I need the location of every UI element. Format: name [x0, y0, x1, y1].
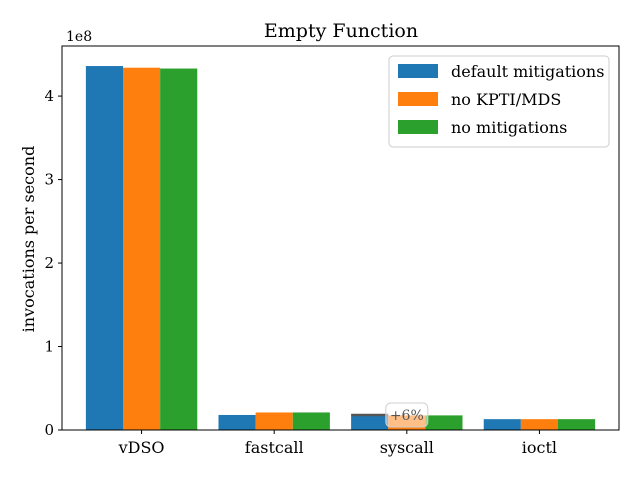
legend-swatch: [398, 120, 438, 134]
x-tick-label: ioctl: [522, 438, 557, 457]
annotation: +6%: [351, 402, 429, 428]
bar: [85, 66, 124, 430]
bar: [351, 415, 389, 430]
legend-swatch: [398, 92, 438, 106]
bar: [557, 419, 596, 430]
bar: [160, 68, 198, 431]
bar: [218, 414, 256, 430]
y-offset-label: 1e8: [66, 29, 92, 45]
legend-box: [388, 55, 610, 148]
axes: 0 1 2 3 4 vDSO fastcall syscall ioctl: [44, 45, 620, 457]
legend-label: no KPTI/MDS: [451, 90, 561, 109]
legend-label: no mitigations: [451, 118, 567, 137]
plot-frame: [61, 45, 620, 431]
x-tick-label: syscall: [380, 438, 434, 457]
y-tick-label: 4: [44, 87, 54, 105]
bars: [85, 66, 596, 431]
y-tick-label: 2: [44, 254, 54, 272]
y-tick-label: 1: [44, 338, 54, 356]
bar: [520, 419, 558, 430]
legend: default mitigations no KPTI/MDS no mitigat…: [388, 55, 610, 148]
x-tick-label: vDSO: [118, 438, 165, 457]
y-tick-label: 3: [44, 171, 54, 189]
bar: [292, 412, 330, 430]
y-tick-label: 0: [44, 421, 54, 439]
bar: [255, 412, 293, 430]
legend-swatch: [398, 64, 438, 78]
bar: [123, 67, 161, 430]
chart-title: Empty Function: [264, 20, 418, 42]
annotation-box: [385, 402, 429, 428]
legend-label: default mitigations: [451, 62, 604, 81]
bar: [483, 419, 521, 430]
x-tick-label: fastcall: [245, 438, 304, 457]
y-axis-label: invocations per second: [19, 146, 38, 333]
bar: [425, 415, 463, 430]
annotation-label: +6%: [390, 408, 424, 424]
